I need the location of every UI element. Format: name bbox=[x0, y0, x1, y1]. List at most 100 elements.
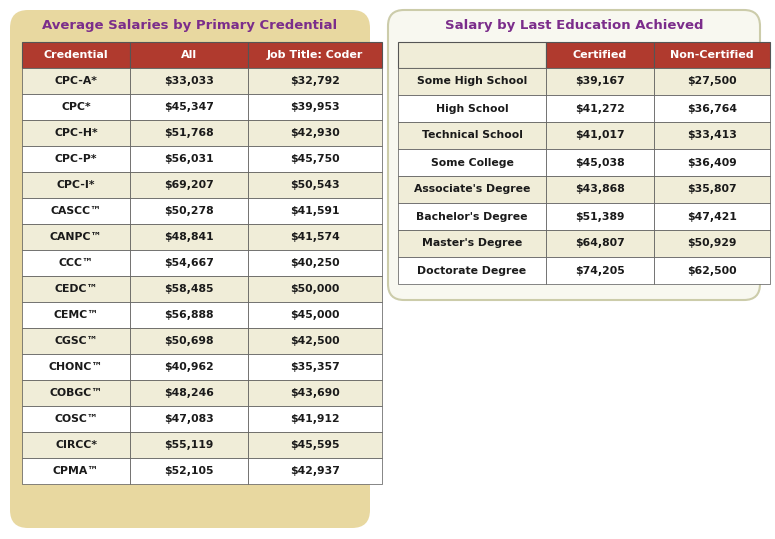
Bar bbox=[398, 149, 546, 176]
Bar bbox=[130, 406, 248, 432]
Text: $32,792: $32,792 bbox=[290, 76, 340, 86]
Text: $45,595: $45,595 bbox=[291, 440, 339, 450]
Bar bbox=[130, 250, 248, 276]
Bar bbox=[398, 203, 546, 230]
Bar bbox=[248, 94, 382, 120]
FancyBboxPatch shape bbox=[388, 10, 760, 300]
Text: CPC-H*: CPC-H* bbox=[54, 128, 98, 138]
Bar bbox=[22, 120, 130, 146]
Text: $41,591: $41,591 bbox=[291, 206, 339, 216]
Text: CGSC™: CGSC™ bbox=[54, 336, 98, 346]
Text: $33,413: $33,413 bbox=[687, 130, 737, 141]
Text: $47,421: $47,421 bbox=[687, 211, 737, 222]
Text: $74,205: $74,205 bbox=[575, 266, 625, 275]
Bar bbox=[248, 120, 382, 146]
Text: $43,868: $43,868 bbox=[575, 184, 625, 195]
Bar bbox=[546, 42, 654, 68]
Bar bbox=[248, 224, 382, 250]
Text: Average Salaries by Primary Credential: Average Salaries by Primary Credential bbox=[43, 19, 338, 32]
Text: $33,033: $33,033 bbox=[164, 76, 214, 86]
Text: $27,500: $27,500 bbox=[687, 77, 737, 86]
Text: $41,912: $41,912 bbox=[290, 414, 339, 424]
Text: Bachelor's Degree: Bachelor's Degree bbox=[416, 211, 528, 222]
Text: High School: High School bbox=[436, 103, 508, 114]
Bar bbox=[248, 172, 382, 198]
Bar bbox=[22, 354, 130, 380]
Text: $56,031: $56,031 bbox=[164, 154, 214, 164]
Text: $40,962: $40,962 bbox=[164, 362, 214, 372]
Text: CHONC™: CHONC™ bbox=[49, 362, 103, 372]
Text: $41,017: $41,017 bbox=[575, 130, 625, 141]
Text: CPC*: CPC* bbox=[61, 102, 91, 112]
Bar bbox=[130, 458, 248, 484]
Bar bbox=[248, 42, 382, 68]
Text: $35,357: $35,357 bbox=[290, 362, 340, 372]
Text: $40,250: $40,250 bbox=[290, 258, 339, 268]
Bar bbox=[22, 458, 130, 484]
Bar bbox=[398, 230, 546, 257]
Bar bbox=[22, 406, 130, 432]
Bar bbox=[130, 146, 248, 172]
Text: $50,000: $50,000 bbox=[291, 284, 339, 294]
Bar bbox=[130, 276, 248, 302]
Bar bbox=[654, 149, 770, 176]
Text: Associate's Degree: Associate's Degree bbox=[414, 184, 530, 195]
Text: $50,929: $50,929 bbox=[687, 238, 737, 248]
Text: CPC-P*: CPC-P* bbox=[55, 154, 97, 164]
Text: COBGC™: COBGC™ bbox=[50, 388, 102, 398]
Bar bbox=[130, 198, 248, 224]
Bar bbox=[398, 122, 546, 149]
Text: $45,750: $45,750 bbox=[290, 154, 339, 164]
Bar bbox=[546, 230, 654, 257]
Bar bbox=[130, 380, 248, 406]
Text: CIRCC*: CIRCC* bbox=[55, 440, 97, 450]
Bar bbox=[130, 42, 248, 68]
Bar bbox=[398, 257, 546, 284]
Bar bbox=[398, 95, 546, 122]
Bar bbox=[130, 354, 248, 380]
Bar bbox=[654, 230, 770, 257]
Text: $50,278: $50,278 bbox=[164, 206, 214, 216]
Text: $39,167: $39,167 bbox=[575, 77, 625, 86]
Text: $62,500: $62,500 bbox=[687, 266, 737, 275]
Bar bbox=[248, 432, 382, 458]
Text: $45,000: $45,000 bbox=[291, 310, 339, 320]
Text: $48,246: $48,246 bbox=[164, 388, 214, 398]
Bar bbox=[22, 302, 130, 328]
Bar bbox=[398, 68, 546, 95]
Bar bbox=[130, 224, 248, 250]
Text: $56,888: $56,888 bbox=[164, 310, 214, 320]
Bar bbox=[130, 172, 248, 198]
Bar bbox=[130, 432, 248, 458]
Text: $47,083: $47,083 bbox=[164, 414, 214, 424]
Text: Technical School: Technical School bbox=[422, 130, 522, 141]
Bar bbox=[22, 42, 130, 68]
Text: $42,937: $42,937 bbox=[290, 466, 340, 476]
Text: Some High School: Some High School bbox=[417, 77, 527, 86]
Bar bbox=[130, 120, 248, 146]
Bar bbox=[248, 406, 382, 432]
Bar bbox=[22, 328, 130, 354]
Bar bbox=[248, 458, 382, 484]
Text: CASCC™: CASCC™ bbox=[50, 206, 102, 216]
Text: $69,207: $69,207 bbox=[164, 180, 214, 190]
Text: $52,105: $52,105 bbox=[164, 466, 214, 476]
Text: $58,485: $58,485 bbox=[164, 284, 214, 294]
Bar bbox=[546, 122, 654, 149]
Text: $43,690: $43,690 bbox=[290, 388, 340, 398]
Bar bbox=[22, 198, 130, 224]
Text: $36,409: $36,409 bbox=[687, 157, 737, 168]
Bar bbox=[130, 302, 248, 328]
Text: Certified: Certified bbox=[573, 50, 627, 60]
Text: $64,807: $64,807 bbox=[575, 238, 625, 248]
Bar bbox=[654, 257, 770, 284]
Bar bbox=[654, 203, 770, 230]
Text: All: All bbox=[181, 50, 197, 60]
Bar bbox=[248, 250, 382, 276]
Text: CPC-A*: CPC-A* bbox=[54, 76, 98, 86]
Text: CANPC™: CANPC™ bbox=[50, 232, 102, 242]
Bar bbox=[248, 302, 382, 328]
Text: $36,764: $36,764 bbox=[687, 103, 737, 114]
Bar bbox=[546, 176, 654, 203]
Bar bbox=[546, 68, 654, 95]
